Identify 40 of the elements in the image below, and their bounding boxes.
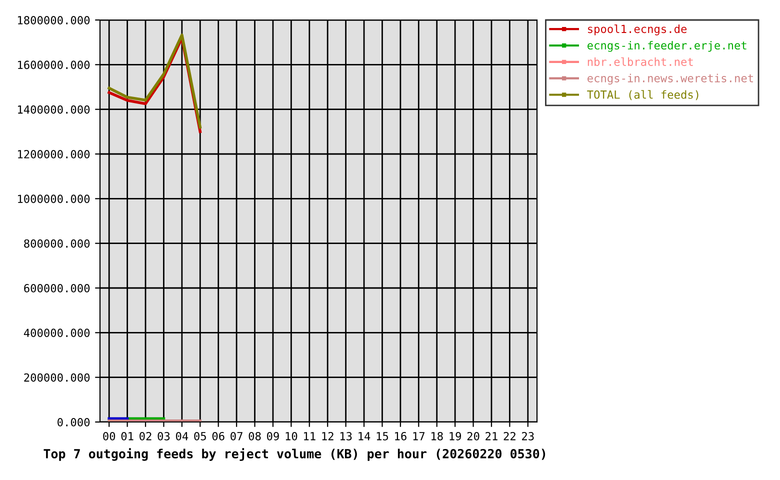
x-tick-label: 21: [486, 432, 498, 440]
y-tick-label: 1600000.000: [18, 60, 90, 70]
x-tick-label: 04: [176, 432, 188, 440]
x-tick-label: 06: [212, 432, 224, 440]
x-tick-label: 11: [304, 432, 316, 440]
y-tick-label: 1400000.000: [18, 105, 90, 114]
x-tick-label: 10: [286, 432, 298, 440]
y-tick-label: 600000.000: [24, 284, 90, 292]
legend-label: TOTAL (all feeds): [587, 90, 698, 100]
x-tick-label: 07: [230, 432, 242, 440]
x-tick-label: 18: [432, 432, 443, 440]
y-tick-label: 0.000: [58, 418, 90, 426]
legend-label: nbr.elbracht.net: [588, 57, 693, 66]
x-tick-label: 05: [194, 432, 206, 440]
legend-label: ecngs-in.news.weretis.net: [588, 74, 753, 85]
x-axis-title: Top 7 outgoing feeds by reject volume (KB) per hour (20260220 0530): [44, 448, 546, 461]
y-tick-label: 800000.000: [24, 239, 90, 248]
x-tick-label: 13: [340, 432, 352, 440]
y-tick-label: 1800000.000: [18, 16, 90, 24]
x-tick-label: 14: [358, 432, 370, 440]
x-tick-label: 17: [413, 432, 424, 440]
legend-label: ecngs-in.feeder.erje.net: [588, 40, 746, 52]
x-tick-label: 20: [467, 432, 480, 440]
x-tick-label: 12: [322, 432, 334, 440]
x-tick-label: 01: [121, 432, 134, 440]
x-tick-label: 02: [140, 432, 152, 440]
x-tick-label: 15: [376, 432, 388, 440]
y-tick-label: 200000.000: [24, 373, 90, 382]
x-tick-label: 22: [504, 432, 516, 440]
x-tick-label: 08: [248, 432, 261, 440]
x-tick-label: 23: [522, 432, 534, 440]
y-tick-label: 1000000.000: [18, 194, 90, 204]
x-tick-label: 00: [103, 432, 116, 440]
x-tick-label: 03: [158, 432, 170, 440]
x-tick-label: 16: [395, 432, 406, 440]
x-tick-label: 09: [267, 432, 279, 440]
y-tick-label: 400000.000: [24, 328, 90, 338]
x-tick-label: 19: [450, 432, 461, 440]
legend-label: spool1.ecngs.de: [588, 24, 687, 36]
y-tick-label: 1200000.000: [18, 150, 90, 158]
